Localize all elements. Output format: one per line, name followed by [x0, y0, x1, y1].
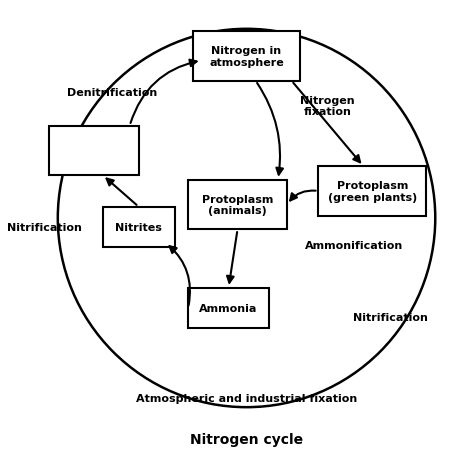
Text: Atmospheric and industrial fixation: Atmospheric and industrial fixation: [136, 393, 357, 403]
Text: Nitrification: Nitrification: [353, 313, 428, 323]
FancyBboxPatch shape: [49, 126, 139, 176]
Text: Protoplasm
(animals): Protoplasm (animals): [202, 194, 273, 216]
FancyBboxPatch shape: [188, 288, 269, 329]
FancyBboxPatch shape: [319, 167, 426, 216]
FancyBboxPatch shape: [192, 32, 301, 81]
Text: Ammonification: Ammonification: [305, 241, 403, 250]
Text: Nitrification: Nitrification: [7, 222, 82, 233]
Text: Protoplasm
(green plants): Protoplasm (green plants): [328, 181, 417, 202]
Text: Nitrogen in
atmosphere: Nitrogen in atmosphere: [209, 46, 284, 67]
FancyBboxPatch shape: [103, 207, 174, 248]
Text: Nitrites: Nitrites: [115, 222, 162, 233]
Text: Nitrogen cycle: Nitrogen cycle: [190, 432, 303, 446]
FancyBboxPatch shape: [188, 180, 287, 230]
Text: Denitrification: Denitrification: [67, 88, 157, 98]
Text: Nitrogen
fixation: Nitrogen fixation: [300, 96, 355, 117]
Text: Ammonia: Ammonia: [200, 303, 258, 313]
